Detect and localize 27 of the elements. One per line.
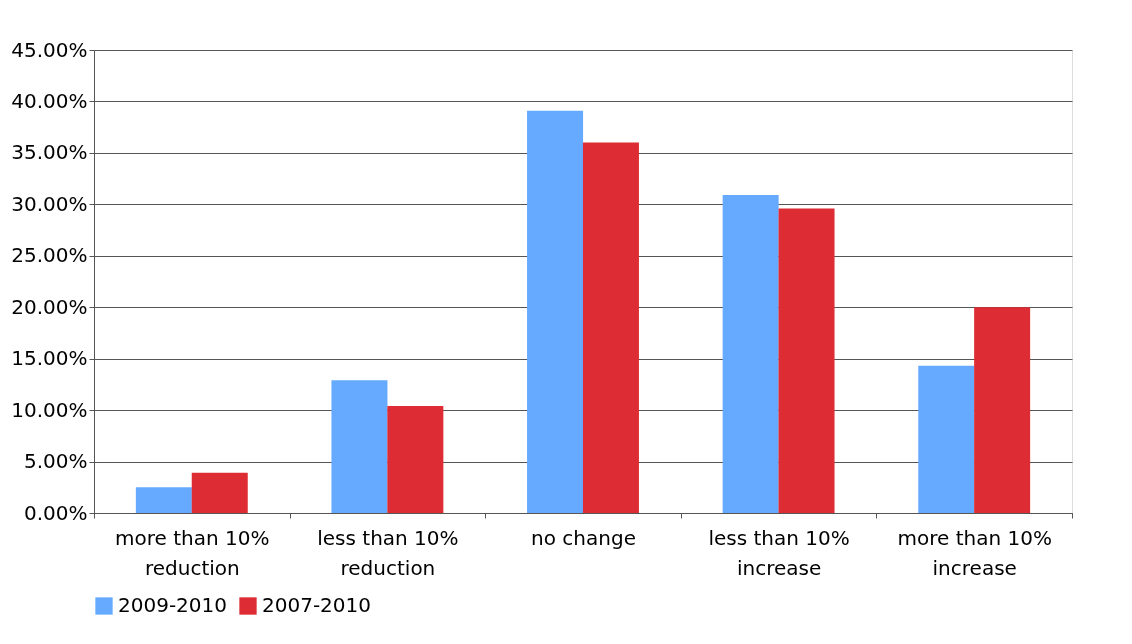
x-tick-label: no change xyxy=(531,525,636,550)
bar xyxy=(918,365,975,513)
x-tick-label: less than 10% reduction xyxy=(317,525,459,580)
y-tick-label: 5.00% xyxy=(23,449,88,474)
legend-label: 2007-2010 xyxy=(262,593,372,617)
bar xyxy=(582,142,639,513)
y-tick-label: 35.00% xyxy=(11,140,88,165)
y-tick-label: 20.00% xyxy=(11,294,88,319)
bar xyxy=(974,307,1031,513)
bar xyxy=(778,208,835,513)
x-tick-label: more than 10% increase xyxy=(897,525,1052,580)
x-tick-label: more than 10% reduction xyxy=(115,525,270,580)
y-tick-label: 0.00% xyxy=(23,500,88,525)
y-tick-label: 30.00% xyxy=(11,191,88,216)
y-tick-label: 25.00% xyxy=(11,243,88,268)
y-tick-label: 10.00% xyxy=(11,397,88,422)
bar xyxy=(527,110,584,513)
bar xyxy=(387,406,444,513)
legend-label: 2009-2010 xyxy=(118,593,228,617)
bar xyxy=(722,195,779,513)
bar xyxy=(135,487,192,513)
y-tick-label: 15.00% xyxy=(11,346,88,371)
y-tick-label: 45.00% xyxy=(11,37,88,62)
bar xyxy=(331,380,388,513)
y-tick-label: 40.00% xyxy=(11,88,88,113)
bar xyxy=(191,472,248,513)
x-tick-label: less than 10% increase xyxy=(708,525,850,580)
